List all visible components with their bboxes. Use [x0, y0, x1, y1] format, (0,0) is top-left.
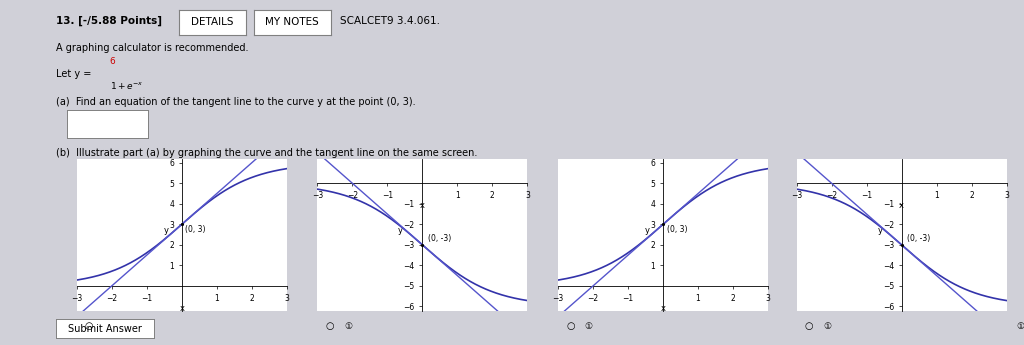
Text: ①: ① — [823, 322, 831, 331]
Y-axis label: y: y — [645, 226, 650, 235]
Y-axis label: y: y — [878, 226, 883, 235]
Text: DETAILS: DETAILS — [191, 17, 233, 27]
Y-axis label: y: y — [164, 226, 169, 235]
Text: ①: ① — [1017, 322, 1024, 331]
Y-axis label: y: y — [398, 226, 403, 235]
Text: A graphing calculator is recommended.: A graphing calculator is recommended. — [56, 43, 249, 53]
Text: ①: ① — [585, 322, 593, 331]
X-axis label: x: x — [179, 304, 184, 313]
Text: SCALCET9 3.4.061.: SCALCET9 3.4.061. — [340, 16, 440, 26]
Text: ①: ① — [344, 322, 352, 331]
Text: 6: 6 — [110, 57, 116, 66]
Text: (0, -3): (0, -3) — [428, 234, 451, 243]
X-axis label: x: x — [420, 201, 425, 210]
Text: Let y =: Let y = — [56, 69, 92, 79]
Text: (0, -3): (0, -3) — [907, 234, 930, 243]
Text: ○: ○ — [566, 321, 574, 331]
Text: (a)  Find an equation of the tangent line to the curve y at the point (0, 3).: (a) Find an equation of the tangent line… — [56, 97, 416, 107]
Text: (0, 3): (0, 3) — [185, 225, 206, 234]
Text: MY NOTES: MY NOTES — [265, 17, 319, 27]
Text: (0, 3): (0, 3) — [667, 225, 687, 234]
Text: ○: ○ — [805, 321, 813, 331]
Text: ○: ○ — [85, 321, 93, 331]
X-axis label: x: x — [660, 304, 666, 313]
X-axis label: x: x — [899, 201, 904, 210]
Text: 13. [-/5.88 Points]: 13. [-/5.88 Points] — [56, 16, 163, 26]
Text: ○: ○ — [326, 321, 334, 331]
Text: $1 + e^{-x}$: $1 + e^{-x}$ — [110, 80, 143, 91]
Text: (b)  Illustrate part (a) by graphing the curve and the tangent line on the same : (b) Illustrate part (a) by graphing the … — [56, 148, 477, 158]
Text: Submit Answer: Submit Answer — [68, 324, 142, 334]
